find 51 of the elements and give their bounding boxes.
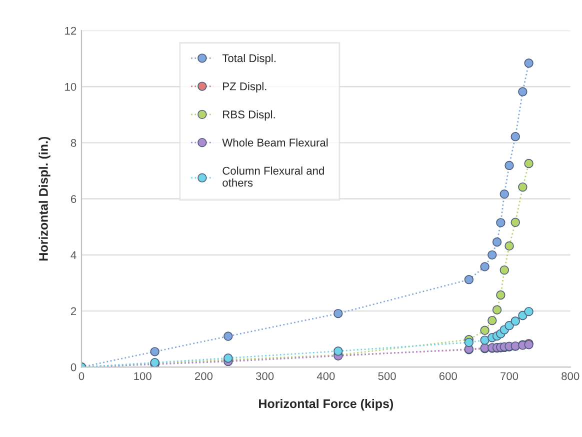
point — [464, 338, 474, 347]
point — [510, 132, 520, 142]
point — [524, 58, 534, 68]
point — [480, 336, 490, 345]
x-axis-title: Horizontal Force (kips) — [259, 398, 394, 411]
legend-label: RBS Displ. — [223, 110, 275, 121]
point — [500, 189, 509, 199]
point — [150, 347, 160, 356]
x-tick-label: 600 — [439, 372, 457, 380]
point — [480, 262, 490, 272]
point — [510, 316, 520, 326]
point — [496, 218, 506, 228]
legend-label: Column Flexural and others — [222, 166, 324, 187]
y-tick-label: 8 — [70, 139, 76, 147]
y-tick-label: 6 — [71, 195, 76, 203]
x-tick-label: 800 — [562, 372, 580, 380]
y-tick-label: 0 — [70, 363, 76, 372]
y-tick-label: 12 — [65, 26, 76, 35]
point — [518, 87, 528, 96]
point — [524, 158, 534, 168]
y-tick-label: 10 — [65, 82, 76, 91]
point — [510, 218, 520, 227]
point — [488, 250, 497, 260]
point — [524, 306, 534, 316]
x-tick-label: 0 — [78, 372, 84, 380]
point — [492, 305, 502, 314]
point — [504, 160, 514, 170]
x-tick-label: 400 — [316, 372, 335, 380]
point — [492, 237, 502, 247]
point — [496, 290, 506, 300]
x-tick-label: 200 — [194, 372, 213, 380]
point — [224, 332, 233, 341]
point — [518, 182, 528, 192]
point — [480, 326, 490, 335]
point — [334, 346, 343, 356]
x-tick-label: 100 — [134, 372, 152, 380]
point — [504, 320, 514, 330]
legend-label: Total Displ. — [222, 54, 276, 64]
x-tick-label: 300 — [256, 372, 274, 380]
point — [334, 308, 343, 318]
y-tick-label: 2 — [71, 307, 76, 316]
point — [504, 241, 514, 251]
point — [500, 265, 509, 275]
x-tick-label: 700 — [500, 372, 518, 380]
y-tick-label: 4 — [70, 251, 76, 259]
point — [488, 316, 497, 326]
y-axis-title: Horizontal Displ. (in.) — [38, 136, 50, 260]
x-tick-label: 500 — [378, 372, 396, 380]
point — [464, 275, 474, 284]
legend-label: PZ Displ. — [223, 82, 266, 92]
legend-label: Whole Beam Flexural — [222, 138, 328, 147]
